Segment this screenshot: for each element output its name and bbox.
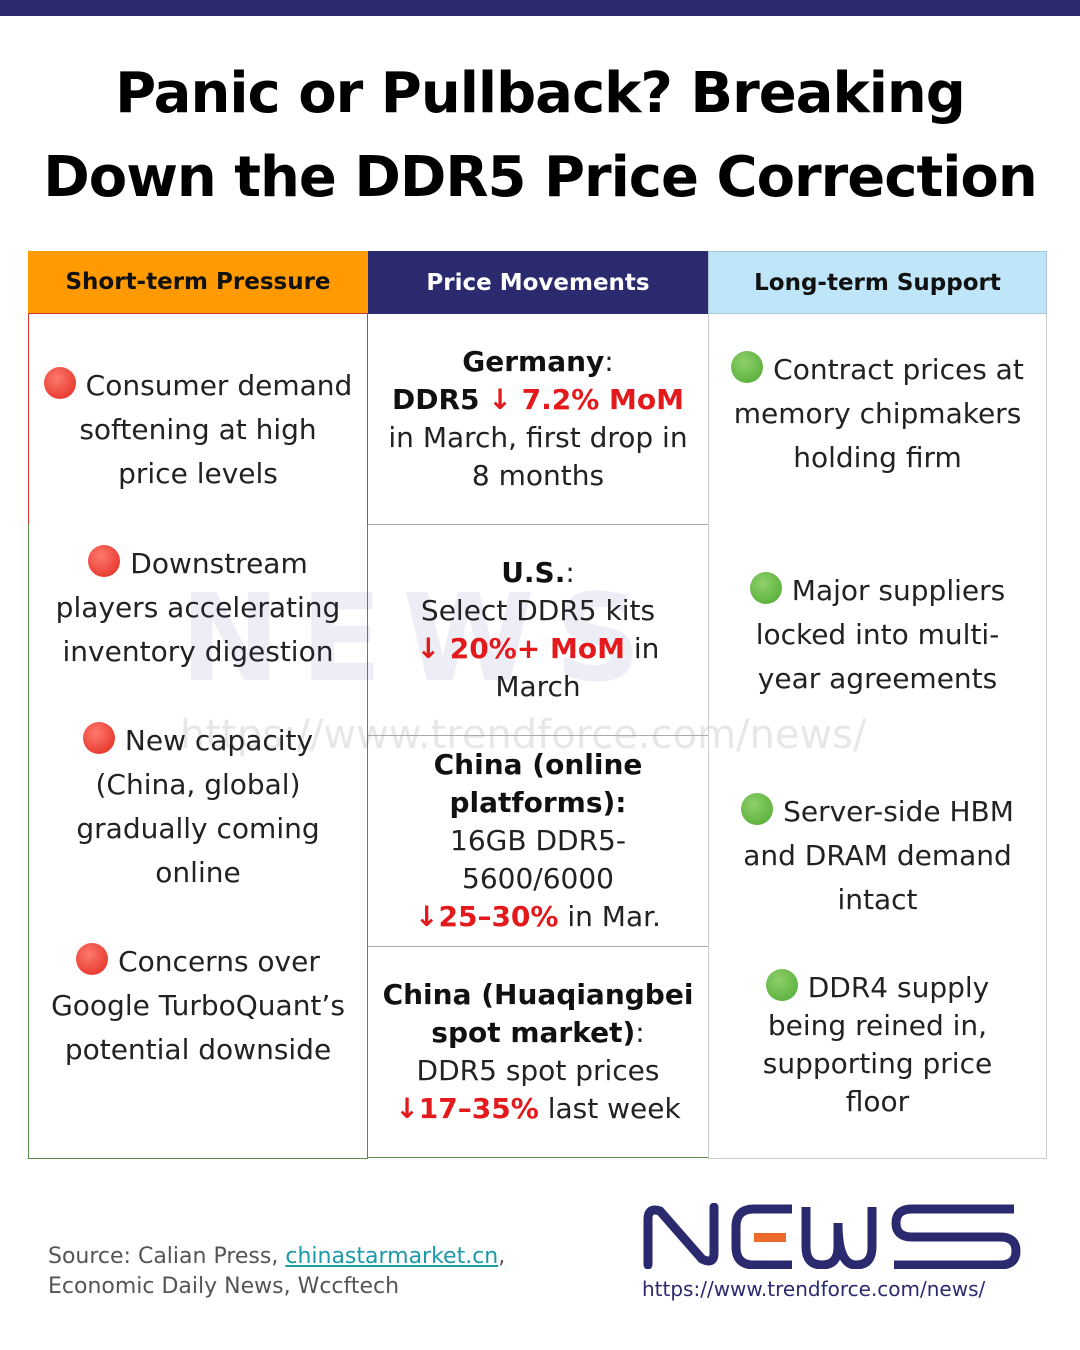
source-note: Source: Calian Press, chinastarmarket.cn… [48,1244,506,1299]
price-cell-china-spot: China (Huaqiangbei spot market): DDR5 sp… [368,947,708,1158]
page-title: Panic or Pullback? Breaking Down the DDR… [0,52,1080,220]
red-circle-icon [82,722,115,754]
top-bar [0,0,1080,16]
long-term-item: Major suppliers locked into multi-year a… [709,569,1046,701]
long-term-item: Server-side HBM and DRAM demand intact [709,790,1046,922]
long-term-item: DDR4 supply being reined in, supporting … [762,969,993,1118]
green-circle-icon [731,351,764,383]
news-logo [643,1203,1021,1269]
short-term-column: Consumer demand softening at high price … [28,314,368,1159]
price-cell-germany: Germany: DDR5 ↓ 7.2% MoM in March, first… [368,314,708,525]
header-short-term-pressure: Short-term Pressure [28,251,368,314]
green-circle-icon [749,572,782,604]
short-term-item: New capacity (China, global) gradually c… [76,722,320,889]
price-cell-us: U.S.: Select DDR5 kits ↓ 20%+ MoM in Mar… [368,525,708,736]
header-long-term-support: Long-term Support [708,251,1047,314]
source-link[interactable]: chinastarmarket.cn [285,1244,499,1269]
watermark-logo: NEWS [180,570,662,709]
long-term-column: Contract prices at memory chipmakers hol… [708,314,1047,1159]
price-cell-china-online: China (online platforms): 16GB DDR5-5600… [368,736,708,947]
green-circle-icon [741,793,774,825]
green-circle-icon [765,969,798,1001]
short-term-highlight-border [28,314,368,524]
red-circle-icon [43,367,76,399]
red-circle-icon [88,545,121,577]
long-term-item: Contract prices at memory chipmakers hol… [709,348,1046,480]
trendforce-url[interactable]: https://www.trendforce.com/news/ [642,1277,986,1301]
short-term-item: Concerns over Google TurboQuant’s potent… [51,943,345,1066]
red-circle-icon [76,943,109,975]
short-term-item: Downstream players accelerating inventor… [55,545,341,668]
title-line-2: Down the DDR5 Price Correction [43,145,1038,210]
short-term-item: Consumer demand softening at high price … [29,364,367,496]
header-price-movements: Price Movements [368,251,708,314]
title-line-1: Panic or Pullback? Breaking [115,61,966,126]
